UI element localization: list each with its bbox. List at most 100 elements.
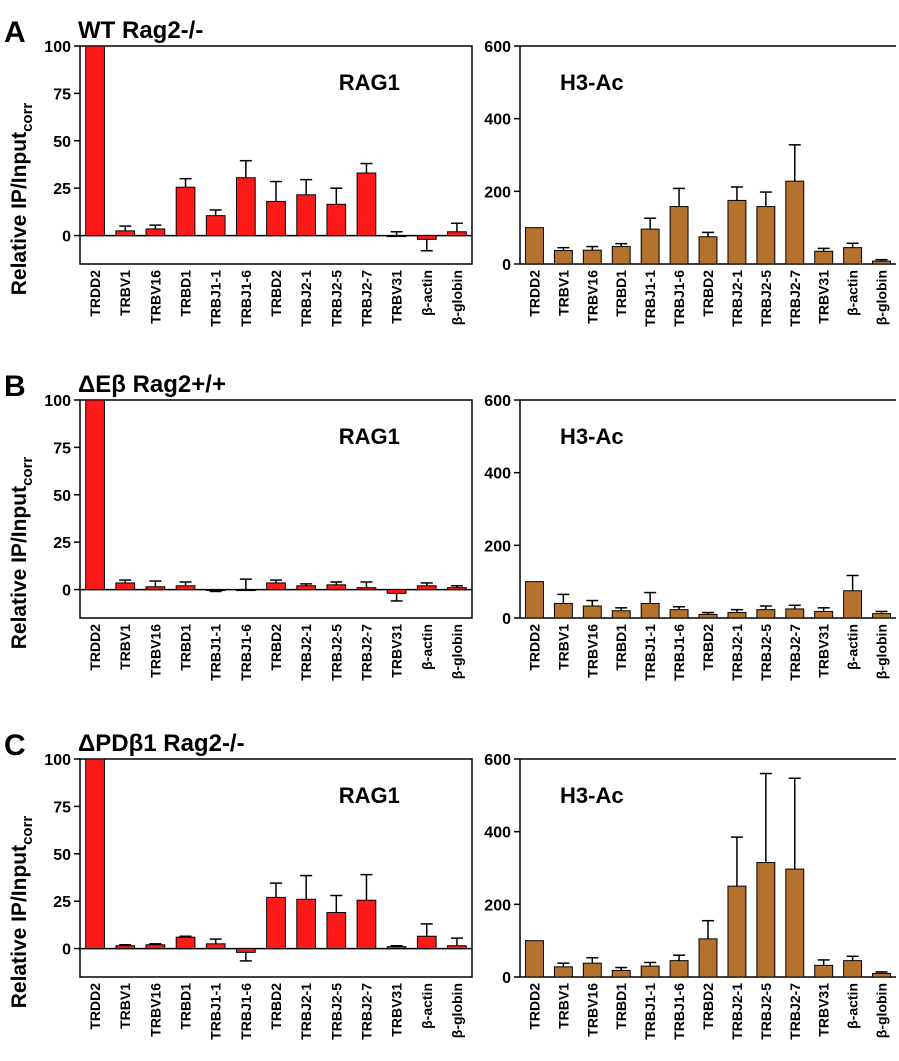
bar <box>843 590 863 619</box>
bar <box>386 589 407 594</box>
y-axis-label-main: Relative IP/Input <box>8 845 31 1008</box>
x-tick-label: TRBJ2-1 <box>298 270 314 327</box>
x-tick-label: β-actin <box>845 624 861 670</box>
bar <box>235 589 256 592</box>
series-label: H3-Ac <box>560 424 624 449</box>
bar <box>266 200 286 237</box>
bar <box>872 260 892 265</box>
y-axis-label-sub: corr <box>19 816 36 845</box>
x-tick-label: TRBJ1-6 <box>238 270 254 327</box>
bar <box>447 587 467 591</box>
bar <box>698 236 718 265</box>
y-axis-label-sub: corr <box>19 457 36 486</box>
y-tick-label: 0 <box>62 583 71 600</box>
chart-c-h3ac: 0 200 400 600 TRDD2 TRBV1 TRBV16 TRBD1 TRBJ1-1 TR… <box>484 752 896 1040</box>
series-label: RAG1 <box>339 70 400 95</box>
x-tick-label: TRBD2 <box>268 270 284 317</box>
bar <box>814 964 834 978</box>
bar <box>582 962 602 978</box>
x-tick-label: TRBV16 <box>584 624 600 678</box>
y-tick-label: 200 <box>484 538 511 555</box>
x-tick-label: TRDD2 <box>87 270 103 317</box>
bar <box>698 613 718 619</box>
x-tick-label: TRBJ1-1 <box>208 270 224 327</box>
x-tick-label: β-globin <box>449 270 465 325</box>
x-tick-label: TRBD2 <box>268 983 284 1030</box>
bar <box>785 608 805 619</box>
y-axis-label-sub: corr <box>19 103 36 132</box>
bar <box>85 45 105 237</box>
bar <box>727 612 747 619</box>
y-tick-label: 100 <box>44 752 71 769</box>
bar <box>205 943 226 950</box>
bar <box>611 610 631 619</box>
x-tick-label: TRBV31 <box>816 624 832 678</box>
x-tick-label: TRDD2 <box>87 624 103 671</box>
bar <box>145 228 166 237</box>
bar <box>727 199 747 265</box>
y-tick-label: 100 <box>44 393 71 410</box>
bar <box>553 250 573 265</box>
bar <box>582 605 602 619</box>
bar <box>640 965 660 978</box>
bar <box>669 960 689 978</box>
panel-c: C ΔPDβ1 Rag2-/- Relative IP/Inputcorr 0 25 50… <box>4 729 896 1040</box>
y-tick-label: 600 <box>484 752 511 769</box>
panel-b: B ΔEβ Rag2+/+ Relative IP/Inputcorr 0 25 50 75… <box>4 370 896 681</box>
y-tick-label: 0 <box>502 611 511 628</box>
plot-frame <box>79 399 473 619</box>
x-tick-label: TRBD1 <box>178 624 194 671</box>
chart-b-rag1: 0 25 50 75 100 TRDD2 TRBV1 TRBV16 TRBD1 TRBJ1-1 TR… <box>44 393 473 681</box>
bar <box>85 399 105 591</box>
x-tick-label: β-actin <box>419 270 435 316</box>
x-tick-label: β-actin <box>845 983 861 1029</box>
chart-a-h3ac: 0 200 400 600 TRDD2 TRBV1 TRBV16 TRBD1 TRBJ1-1 TR… <box>484 39 896 327</box>
x-tick-label: TRBJ1-6 <box>238 983 254 1040</box>
panel-title: ΔEβ Rag2+/+ <box>78 371 226 398</box>
x-tick-label: TRBJ2-5 <box>758 270 774 327</box>
x-tick-label: β-globin <box>874 270 890 325</box>
bar <box>582 249 602 265</box>
bar <box>266 582 286 591</box>
x-tick-label: TRBJ2-1 <box>729 270 745 327</box>
bar <box>727 885 747 978</box>
x-tick-label: TRBV1 <box>117 983 133 1029</box>
bar <box>524 581 544 619</box>
bar <box>386 946 407 950</box>
x-tick-label: TRBV16 <box>147 624 163 678</box>
y-tick-label: 75 <box>53 440 71 457</box>
x-tick-label: TRBJ2-1 <box>729 983 745 1040</box>
bar <box>85 758 105 950</box>
panel-letter: A <box>4 16 26 49</box>
y-axis-label-main: Relative IP/Input <box>8 486 31 649</box>
bar <box>386 235 407 238</box>
series-label: RAG1 <box>339 783 400 808</box>
y-tick-label: 200 <box>484 184 511 201</box>
x-tick-label: β-actin <box>419 624 435 670</box>
bar <box>756 206 776 265</box>
x-tick-label: TRBD2 <box>268 624 284 671</box>
x-tick-label: TRBV31 <box>389 270 405 324</box>
x-tick-label: TRDD2 <box>526 983 542 1030</box>
x-tick-label: TRBJ1-1 <box>642 983 658 1040</box>
y-tick-label: 100 <box>44 39 71 56</box>
bar <box>843 247 863 265</box>
x-tick-label: β-globin <box>449 983 465 1038</box>
bar <box>416 235 437 240</box>
bar <box>640 228 660 265</box>
bar <box>553 602 573 619</box>
x-tick-label: TRBD1 <box>613 983 629 1030</box>
x-tick-label: β-globin <box>874 983 890 1038</box>
panel-title: WT Rag2-/- <box>78 17 203 44</box>
y-axis-label: Relative IP/Inputcorr <box>8 103 36 296</box>
bar <box>326 584 347 591</box>
y-axis-label-main: Relative IP/Input <box>8 132 31 295</box>
bar <box>843 960 863 978</box>
x-tick-label: TRBJ1-1 <box>208 624 224 681</box>
x-tick-label: TRDD2 <box>87 983 103 1030</box>
x-tick-label: TRBV1 <box>555 624 571 670</box>
x-tick-label: TRBV16 <box>147 270 163 324</box>
bar <box>814 250 834 265</box>
x-tick-label: TRBV31 <box>389 983 405 1037</box>
y-tick-label: 50 <box>53 488 71 505</box>
